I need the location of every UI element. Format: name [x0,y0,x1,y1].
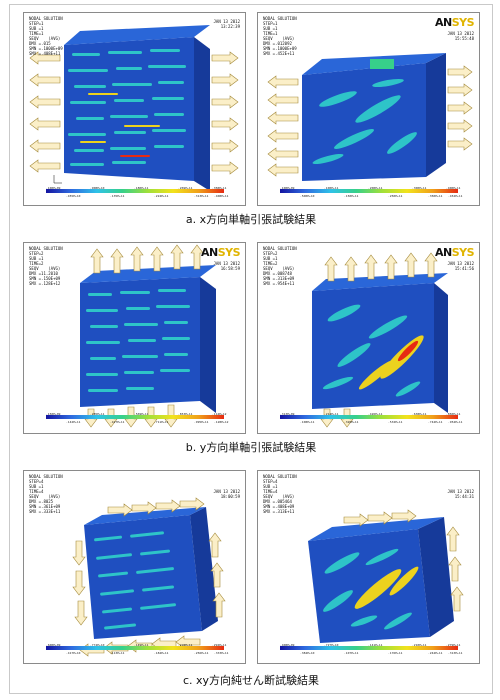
panel-c-right: NODAL SOLUTION STEP=4 SUB =1 TIME=4 SEQV… [257,470,480,664]
solution-header: NODAL SOLUTION STEP=2 SUB =1 TIME=2 SEQV… [29,246,63,286]
solution-header: NODAL SOLUTION STEP=1 SUB =1 TIME=1 SEQV… [263,16,297,56]
caption-b: b. y方向単軸引張試験結果 [185,441,317,454]
legend-ticks-top: .408E+09.727E+10.141E+11.210E+11.279E+11 [280,643,461,647]
load-arrow-icon [267,65,473,177]
solution-header: NODAL SOLUTION STEP=1 SUB =1 TIME=1 SEQV… [29,16,63,56]
axis-triad-icon [53,175,62,184]
legend-ticks-top: .150E+09.285E+11.569E+11.853E+11.114E+12 [46,412,227,416]
timestamp: JAN 13 2012 13:22:39 [213,19,241,29]
panel-c-left: NODAL SOLUTION STEP=4 SUB =1 TIME=4 SEQV… [23,470,246,664]
model-render [267,53,473,181]
solution-header: NODAL SOLUTION STEP=4 SUB =1 TIME=4 SEQV… [29,474,63,514]
panel-b-right: NODAL SOLUTION STEP=2 SUB =1 TIME=2 SEQV… [257,242,480,434]
legend-ticks-top: .313E+09.214E+11.426E+11.638E+11.850E+11 [280,412,461,416]
contour-legend-bar [280,415,458,419]
timestamp: JAN 13 2012 15:44:31 [447,489,475,499]
figure-frame: NODAL SOLUTION STEP=1 SUB =1 TIME=1 SEQV… [9,4,493,694]
model-render [72,497,226,657]
timestamp: JAN 13 2012 15:41:56 [447,261,475,271]
model-render [80,244,216,428]
load-arrow-icon [343,509,464,612]
model-render [312,252,448,428]
legend-ticks-bottom: .142E+11.427E+11.711E+11.995E+11.128E+12 [66,420,229,424]
legend-ticks-top: .600E+09.774E+10.149E+11.220E+11.292E+11 [46,643,227,647]
load-arrow-icon [320,252,438,428]
contour-legend-bar [280,189,458,193]
legend-ticks-bottom: .417E+10.113E+11.184E+11.256E+11.333E+11 [66,651,229,655]
solution-header: NODAL SOLUTION STEP=4 SUB =1 TIME=4 SEQV… [263,474,297,514]
load-arrow-icon [29,51,239,175]
legend-ticks-bottom: .384E+10.107E+11.176E+11.244E+11.313E+11 [300,651,463,655]
ansys-logo: ANSYS [434,246,475,259]
legend-ticks-bottom: .455E+10.135E+11.224E+11.313E+11.408E+11 [66,194,229,198]
ansys-logo: ANSYS [200,246,241,259]
load-arrow-icon [84,244,204,428]
legend-ticks-bottom: .108E+11.320E+11.532E+11.744E+11.954E+11 [300,420,463,424]
contour-legend-bar [46,415,224,419]
model-render [308,509,464,643]
solution-header: NODAL SOLUTION STEP=2 SUB =1 TIME=2 SEQV… [263,246,297,286]
ansys-logo: ANSYS [434,16,475,29]
legend-ticks-top: .100E+09.908E+10.180E+11.269E+11.358E+11 [46,186,227,190]
caption-c: c. xy方向純せん断試験結果 [182,674,320,687]
legend-ticks-top: .100E+09.100E+11.200E+11.300E+11.400E+11 [280,186,461,190]
caption-a: a. x方向単軸引張試験結果 [185,213,317,226]
legend-ticks-bottom: .500E+10.150E+11.250E+11.350E+11.452E+11 [300,194,463,198]
timestamp: JAN 13 2012 16:58:59 [213,261,241,271]
contour-legend-bar [280,646,458,650]
panel-a-left: NODAL SOLUTION STEP=1 SUB =1 TIME=1 SEQV… [23,12,246,206]
model-render [29,25,239,191]
panel-a-right: NODAL SOLUTION STEP=1 SUB =1 TIME=1 SEQV… [257,12,480,206]
panel-b-left: NODAL SOLUTION STEP=2 SUB =1 TIME=2 SEQV… [23,242,246,434]
contour-legend-bar [46,189,224,193]
timestamp: JAN 13 2012 18:00:59 [213,489,241,499]
timestamp: JAN 13 2012 15:55:48 [447,31,475,41]
contour-legend-bar [46,646,224,650]
